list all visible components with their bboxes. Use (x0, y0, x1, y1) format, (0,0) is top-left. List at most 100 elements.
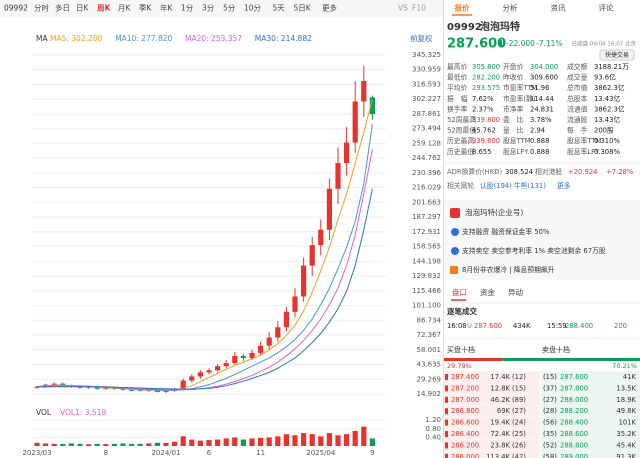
toolbar-tab[interactable]: 5分 (223, 4, 236, 13)
stock-code: 09992 (4, 4, 28, 13)
bid-pct: 29.79% (447, 362, 472, 370)
trade-button-label[interactable]: 快捷交易 (605, 51, 629, 59)
legend-entry: MA20: 253.357 (185, 34, 242, 43)
toolbar-tab[interactable]: 更多 (322, 3, 337, 13)
ask-row-bg (541, 405, 640, 417)
toolbar-tab[interactable]: 日K (76, 4, 89, 13)
stat-label: 流通股 (567, 115, 588, 124)
ask-pct: 70.21% (612, 362, 637, 370)
y-tick-label: 201.663 (412, 198, 441, 206)
chart-panel (0, 0, 443, 458)
panel-tab[interactable]: 分析 (503, 3, 518, 13)
y-tick-label: 129.832 (412, 272, 441, 280)
toolbar-tab[interactable]: 季K (139, 3, 152, 13)
toolbar-icon[interactable]: VS (398, 4, 408, 13)
y-tick-label: 187.297 (412, 213, 441, 221)
bid-price: 286.000 (451, 453, 479, 458)
warrant-link[interactable]: 更多 (557, 181, 571, 190)
toolbar-icon[interactable]: F10 (412, 4, 426, 13)
legend-entry: MA5: 302.280 (50, 34, 103, 43)
volume-bar (154, 442, 160, 446)
company-icon (450, 208, 460, 218)
bid-qty: 69K (497, 407, 511, 415)
volume-bar (335, 435, 341, 446)
bid-count: (12) (512, 373, 526, 381)
stat-value: 0.888 (530, 137, 549, 145)
y-tick-label: 259.128 (412, 139, 441, 147)
ask-count: (52) (543, 441, 557, 449)
warrant-link[interactable]: 牛熊(131) (514, 181, 546, 190)
quote-code: 09992 (447, 22, 482, 33)
warrant-link[interactable]: 认股(194) (480, 181, 512, 190)
ask-row-bg (541, 439, 640, 451)
panel-tab[interactable]: 评论 (599, 3, 614, 13)
ask-price: 288.000 (560, 396, 588, 404)
bid-count: (25) (512, 430, 526, 438)
sub-tab[interactable]: 盘口 (452, 287, 467, 297)
stat-label: 总市值 (567, 83, 588, 92)
toolbar-tab[interactable]: 5天 (273, 4, 286, 13)
y-tick-label: 172.931 (412, 228, 441, 236)
panel-tab[interactable]: 报价 (455, 3, 470, 13)
toolbar-tab[interactable]: 分时 (34, 3, 49, 13)
toolbar-tab[interactable]: 多日 (55, 3, 70, 13)
x-tick-label: 9 (370, 449, 374, 457)
bid-price: 286.400 (451, 430, 479, 438)
bid-qty: 72.4K (490, 430, 510, 438)
stat-value: 3.78% (530, 116, 552, 124)
ask-price: 288.800 (560, 441, 588, 449)
candle-body (86, 386, 92, 388)
tick-item: 288.400 (565, 322, 593, 330)
volume-bar (180, 436, 186, 446)
candle-body (189, 376, 195, 381)
panel-tab[interactable]: 资讯 (551, 3, 566, 13)
y-tick-label: 1.20 (425, 416, 441, 424)
candle-body (361, 80, 367, 102)
toolbar-tab[interactable]: 年K (160, 3, 173, 13)
ask-count: (15) (543, 373, 557, 381)
volume-bar (326, 433, 332, 446)
news-item[interactable]: 8月份非农爆冷 | 降息预期飙升 (462, 265, 555, 274)
toolbar-tab[interactable]: 5日K (294, 4, 312, 13)
y-tick-label: 115.466 (412, 287, 441, 295)
tick-item: U (467, 322, 472, 330)
bid-marker (445, 374, 448, 380)
volume-bar (223, 438, 229, 446)
ask-ratio (502, 358, 640, 361)
sub-tab[interactable]: 异动 (508, 287, 523, 297)
ask-qty: 49.8K (616, 407, 636, 415)
toolbar-tab[interactable]: 3分 (202, 4, 215, 13)
adjust-toggle[interactable]: 前复权 (410, 33, 433, 43)
volume-bar (240, 439, 246, 446)
toolbar-tab[interactable]: 月K (118, 4, 131, 13)
volume-bar (51, 443, 57, 446)
ask-count: (56) (543, 419, 557, 427)
company-account[interactable]: 泡泡玛特(企业号) (465, 207, 523, 217)
stat-value: 3862.3亿 (594, 83, 625, 92)
toolbar-tab[interactable]: 1分 (181, 4, 194, 13)
candle-body (197, 372, 203, 377)
candle-body (326, 188, 332, 230)
bid-qty: 113.4K (486, 453, 510, 458)
sub-tab[interactable]: 资金 (480, 287, 495, 297)
quote-arrow: ⬇ (497, 40, 505, 50)
stat-value: 24.831 (530, 105, 554, 113)
margin-info: 支持融资 融资保证金率 50% (462, 227, 550, 236)
short-icon (451, 247, 459, 255)
stat-label: 股息率LFY (567, 147, 600, 156)
volume-bar (129, 443, 135, 446)
volume-bar (275, 436, 281, 446)
stat-value: 304.000 (530, 63, 558, 71)
candle-body (283, 311, 289, 328)
candle-body (369, 97, 375, 115)
trade-button[interactable] (599, 49, 635, 61)
toolbar-tab[interactable]: 10分 (244, 4, 262, 13)
toolbar-tab[interactable]: 周K (97, 4, 111, 13)
stat-value: 114.44 (530, 95, 554, 103)
bid-ratio (444, 358, 503, 361)
y-tick-label: 316.593 (412, 80, 441, 88)
candle-body (103, 387, 109, 389)
adr-item: ADR换算价(HKD) (447, 167, 502, 176)
quote-change: -22.000 (506, 39, 535, 48)
bid-qty: 46.2K (490, 396, 510, 404)
